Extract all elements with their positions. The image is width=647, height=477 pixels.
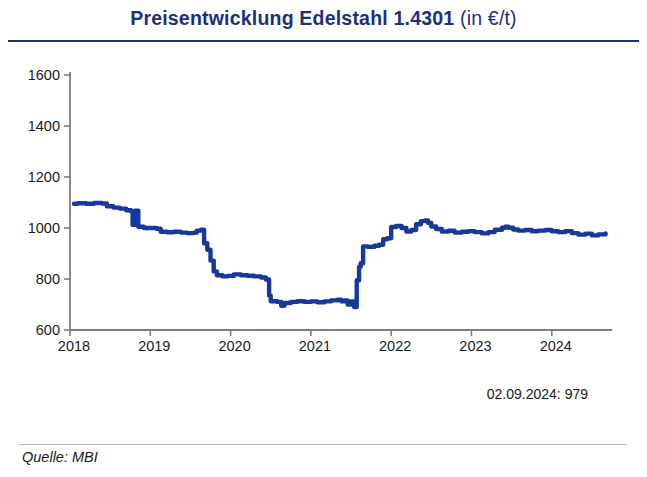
chart-axes [70, 72, 612, 330]
page: { "header": { "title_bold": "Preisentwic… [0, 0, 647, 477]
y-tick-label: 800 [36, 271, 60, 287]
footer-divider [19, 444, 627, 445]
source-label: Quelle: MBI [22, 449, 98, 465]
y-tick-label: 1000 [28, 220, 60, 236]
x-tick-label: 2020 [218, 338, 250, 354]
x-tick-label: 2018 [58, 338, 90, 354]
last-price-annotation: 02.09.2024: 979 [487, 386, 588, 402]
price-chart: 600 800 1000 1200 1400 1600 2018 2019 2020 2021 20… [0, 0, 647, 477]
x-tick-label: 2023 [459, 338, 491, 354]
x-tick-label: 2022 [379, 338, 411, 354]
price-line [74, 203, 606, 307]
y-tick-label: 1400 [28, 118, 60, 134]
x-tick-label: 2024 [540, 338, 572, 354]
y-tick-label: 1600 [28, 67, 60, 83]
x-tick-label: 2019 [138, 338, 170, 354]
y-tick-label: 1200 [28, 169, 60, 185]
x-tick-label: 2021 [299, 338, 331, 354]
y-tick-label: 600 [36, 322, 60, 338]
